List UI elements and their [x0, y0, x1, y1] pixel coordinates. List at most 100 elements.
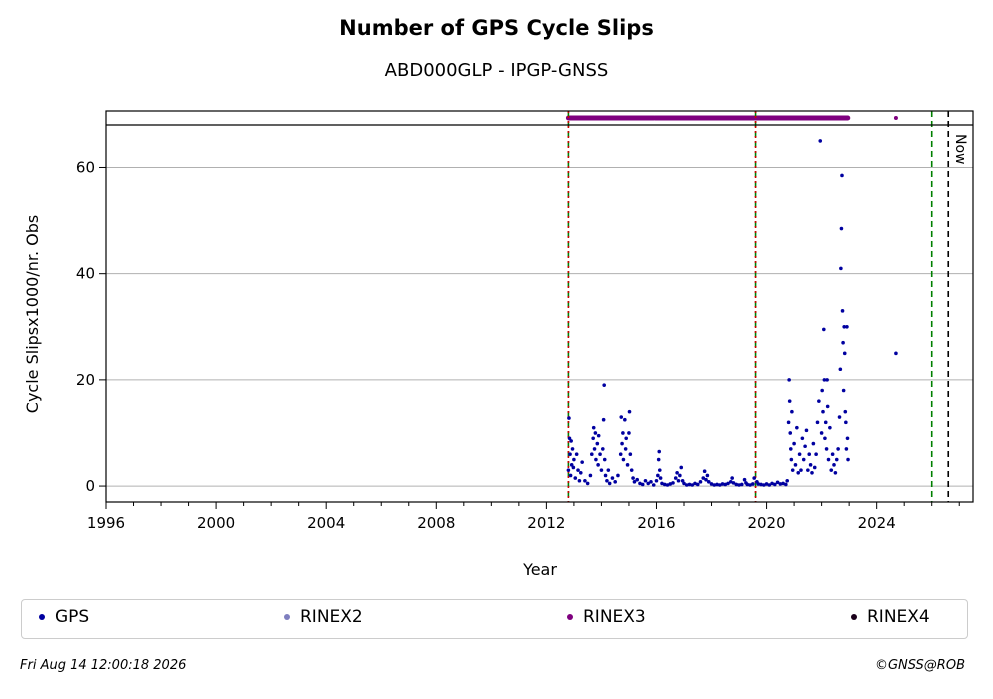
- data-point-gps: [698, 480, 703, 484]
- data-point-gps: [673, 476, 678, 480]
- data-point-gps: [788, 447, 793, 451]
- data-point-gps: [588, 473, 593, 478]
- y-axis-label: Cycle Slipsx1000/nr. Obs: [23, 215, 42, 413]
- data-point-gps: [635, 477, 640, 482]
- data-point-gps: [796, 470, 801, 475]
- data-point-gps: [819, 431, 824, 435]
- data-point-gps: [834, 457, 839, 462]
- x-tick-label: 2008: [417, 514, 455, 532]
- x-tick-label: 2024: [858, 514, 896, 532]
- legend-label-rinex3: RINEX3: [583, 607, 646, 627]
- data-point-gps: [839, 226, 844, 231]
- data-point-gps: [839, 266, 843, 271]
- data-point-gps: [682, 481, 686, 486]
- data-point-gps: [751, 482, 755, 486]
- data-point-gps: [792, 441, 796, 446]
- data-point-gps: [572, 457, 576, 462]
- data-point-gps: [675, 470, 679, 475]
- data-point-gps: [638, 481, 642, 486]
- data-point-gps: [841, 340, 845, 345]
- data-point-gps: [762, 483, 766, 487]
- data-point-gps: [840, 309, 845, 313]
- now-label: Now: [952, 134, 968, 165]
- data-point-gps: [568, 452, 572, 457]
- data-point-gps: [574, 452, 579, 457]
- data-point-gps: [770, 481, 774, 486]
- data-point-gps: [662, 482, 667, 487]
- data-point-gps: [594, 457, 598, 462]
- data-point-gps: [824, 447, 829, 451]
- data-point-gps: [826, 457, 831, 462]
- data-point-gps: [624, 436, 628, 441]
- x-tick-label: 2012: [527, 514, 565, 532]
- data-point-gps: [837, 415, 842, 419]
- data-point-gps: [775, 480, 780, 485]
- data-point-gps: [759, 482, 763, 487]
- chart-canvas: 1996 2000 2004 2008 2012 2016 2020 20240204060 …: [23, 110, 974, 579]
- legend-label-rinex4: RINEX4: [867, 607, 930, 627]
- data-point-gps: [591, 425, 596, 430]
- data-point-gps: [568, 473, 573, 478]
- data-point-gps: [657, 449, 662, 454]
- data-point-gps: [789, 457, 794, 462]
- data-point-gps: [660, 481, 664, 486]
- data-point-gps: [726, 481, 730, 486]
- data-point-gps: [844, 420, 848, 425]
- data-point-gps: [717, 483, 722, 487]
- data-point-gps: [632, 480, 637, 484]
- data-point-gps: [657, 468, 662, 472]
- data-point-gps: [578, 470, 583, 475]
- data-point-gps: [842, 351, 847, 356]
- data-point-gps: [625, 463, 630, 467]
- data-point-gps: [627, 409, 632, 414]
- data-point-gps: [613, 480, 617, 484]
- data-point-gps: [592, 447, 597, 451]
- data-point-gps: [803, 444, 807, 449]
- y-tick-label: 20: [76, 371, 95, 389]
- data-point-gps: [602, 383, 606, 387]
- data-point-gps: [601, 417, 606, 422]
- data-point-gps: [894, 351, 898, 356]
- data-point-gps: [820, 388, 824, 393]
- data-point-gps: [810, 470, 814, 475]
- axes: 1996 2000 2004 2008 2012 2016 2020 2024 0 20 40 60: [76, 110, 974, 532]
- data-point-gps: [814, 452, 818, 457]
- footer-timestamp: Fri Aug 14 12:00:18 2026: [20, 658, 187, 673]
- legend-item-rinex4: RINEX4: [851, 607, 930, 627]
- y-tick-label: 40: [76, 265, 95, 283]
- data-point-gps: [599, 468, 604, 472]
- data-point-gps: [583, 478, 587, 483]
- data-point-gps: [621, 457, 626, 462]
- data-point-gps: [790, 409, 794, 414]
- data-point-gps: [573, 476, 578, 480]
- x-tick-label: 2016: [637, 514, 675, 532]
- data-point-gps: [830, 452, 835, 457]
- legend-marker-rinex2: [284, 614, 290, 620]
- data-points: [566, 139, 898, 487]
- data-point-gps: [823, 420, 828, 425]
- x-tick-label: 2000: [197, 514, 235, 532]
- data-point-gps: [567, 436, 572, 441]
- data-point-gps: [649, 480, 653, 484]
- data-point-gps: [705, 473, 710, 478]
- data-point-gps: [654, 478, 659, 483]
- legend-item-rinex3: RINEX3: [567, 607, 646, 627]
- data-point-gps: [656, 473, 660, 478]
- data-point-gps: [646, 481, 651, 486]
- data-point-gps: [676, 478, 681, 483]
- data-point-gps: [623, 447, 628, 451]
- data-point-gps: [627, 431, 631, 435]
- data-point-gps: [629, 468, 634, 472]
- data-point-gps: [734, 482, 739, 487]
- data-point-gps: [569, 439, 573, 443]
- data-point-gps: [843, 409, 848, 414]
- data-point-gps: [571, 465, 576, 470]
- legend-item-rinex2: RINEX2: [284, 607, 363, 627]
- data-point-gps: [812, 465, 817, 470]
- data-point-gps: [840, 173, 844, 178]
- data-point-gps: [845, 436, 850, 441]
- data-point-gps: [787, 378, 791, 382]
- legend: GPS RINEX2 RINEX3 RINEX4: [21, 599, 968, 639]
- data-point-gps: [577, 478, 582, 483]
- data-point-gps: [797, 452, 802, 457]
